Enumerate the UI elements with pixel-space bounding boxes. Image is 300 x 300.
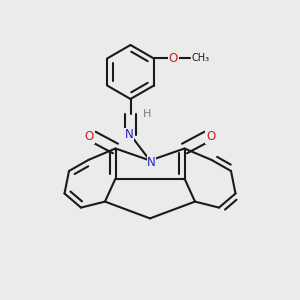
Text: N: N <box>124 128 134 142</box>
Text: N: N <box>147 155 156 169</box>
Text: O: O <box>169 52 178 65</box>
Text: O: O <box>85 130 94 143</box>
Text: O: O <box>206 130 215 143</box>
Text: H: H <box>143 109 151 119</box>
Text: CH₃: CH₃ <box>191 53 209 64</box>
